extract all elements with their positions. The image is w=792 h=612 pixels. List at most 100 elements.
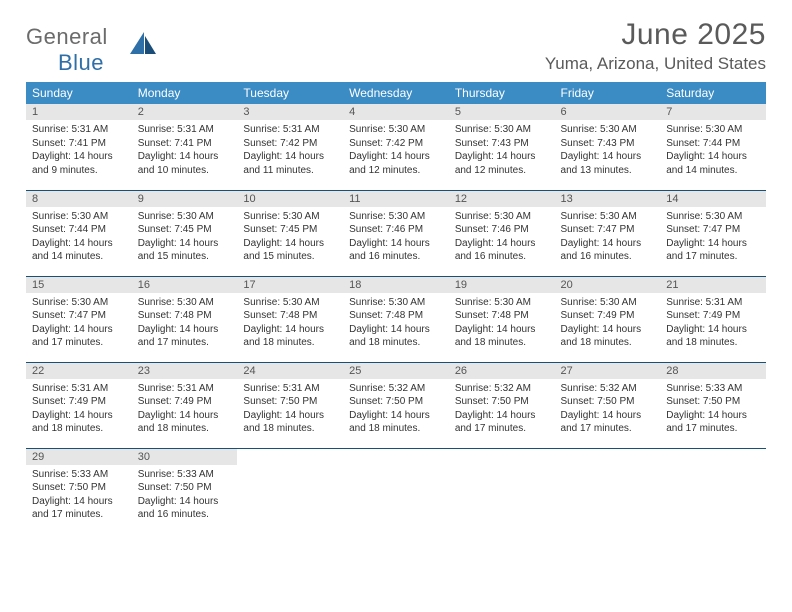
calendar-cell: 26Sunrise: 5:32 AMSunset: 7:50 PMDayligh… bbox=[449, 362, 555, 448]
day-number: 11 bbox=[343, 191, 449, 207]
sunset-text: Sunset: 7:48 PM bbox=[349, 309, 443, 323]
calendar-row: 22Sunrise: 5:31 AMSunset: 7:49 PMDayligh… bbox=[26, 362, 766, 448]
calendar-cell: 15Sunrise: 5:30 AMSunset: 7:47 PMDayligh… bbox=[26, 276, 132, 362]
day-number: 30 bbox=[132, 449, 238, 465]
calendar-cell: 27Sunrise: 5:32 AMSunset: 7:50 PMDayligh… bbox=[555, 362, 661, 448]
day-detail: Sunrise: 5:30 AMSunset: 7:47 PMDaylight:… bbox=[555, 207, 661, 266]
day-number: 5 bbox=[449, 104, 555, 120]
sunrise-text: Sunrise: 5:30 AM bbox=[561, 123, 655, 137]
calendar-cell: 21Sunrise: 5:31 AMSunset: 7:49 PMDayligh… bbox=[660, 276, 766, 362]
day-detail: Sunrise: 5:30 AMSunset: 7:45 PMDaylight:… bbox=[237, 207, 343, 266]
calendar-cell: 30Sunrise: 5:33 AMSunset: 7:50 PMDayligh… bbox=[132, 448, 238, 534]
day-number: 2 bbox=[132, 104, 238, 120]
daylight-text: Daylight: 14 hours bbox=[349, 150, 443, 164]
sunset-text: Sunset: 7:48 PM bbox=[138, 309, 232, 323]
calendar-cell: 25Sunrise: 5:32 AMSunset: 7:50 PMDayligh… bbox=[343, 362, 449, 448]
sunrise-text: Sunrise: 5:31 AM bbox=[138, 123, 232, 137]
daylight-text: Daylight: 14 hours bbox=[561, 323, 655, 337]
sunrise-text: Sunrise: 5:30 AM bbox=[138, 296, 232, 310]
location: Yuma, Arizona, United States bbox=[545, 54, 766, 74]
sunrise-text: Sunrise: 5:31 AM bbox=[243, 123, 337, 137]
daylight-text: Daylight: 14 hours bbox=[138, 409, 232, 423]
day-number: 7 bbox=[660, 104, 766, 120]
sunset-text: Sunset: 7:44 PM bbox=[666, 137, 760, 151]
daylight-text-2: and 18 minutes. bbox=[561, 336, 655, 350]
sunset-text: Sunset: 7:42 PM bbox=[349, 137, 443, 151]
day-number: 17 bbox=[237, 277, 343, 293]
sunrise-text: Sunrise: 5:30 AM bbox=[455, 210, 549, 224]
logo-text-gray: General bbox=[26, 24, 108, 49]
calendar-cell: 6Sunrise: 5:30 AMSunset: 7:43 PMDaylight… bbox=[555, 104, 661, 190]
calendar-cell: 29Sunrise: 5:33 AMSunset: 7:50 PMDayligh… bbox=[26, 448, 132, 534]
daylight-text-2: and 18 minutes. bbox=[32, 422, 126, 436]
sunrise-text: Sunrise: 5:31 AM bbox=[32, 123, 126, 137]
sunrise-text: Sunrise: 5:30 AM bbox=[349, 123, 443, 137]
calendar-cell: 9Sunrise: 5:30 AMSunset: 7:45 PMDaylight… bbox=[132, 190, 238, 276]
weekday-header-row: Sunday Monday Tuesday Wednesday Thursday… bbox=[26, 82, 766, 104]
daylight-text: Daylight: 14 hours bbox=[243, 150, 337, 164]
day-number: 19 bbox=[449, 277, 555, 293]
day-detail: Sunrise: 5:33 AMSunset: 7:50 PMDaylight:… bbox=[660, 379, 766, 438]
sunset-text: Sunset: 7:43 PM bbox=[561, 137, 655, 151]
daylight-text: Daylight: 14 hours bbox=[243, 237, 337, 251]
sunset-text: Sunset: 7:45 PM bbox=[138, 223, 232, 237]
daylight-text-2: and 11 minutes. bbox=[243, 164, 337, 178]
daylight-text: Daylight: 14 hours bbox=[32, 150, 126, 164]
daylight-text-2: and 17 minutes. bbox=[32, 336, 126, 350]
sunset-text: Sunset: 7:50 PM bbox=[455, 395, 549, 409]
daylight-text: Daylight: 14 hours bbox=[455, 150, 549, 164]
sunset-text: Sunset: 7:48 PM bbox=[455, 309, 549, 323]
sunrise-text: Sunrise: 5:30 AM bbox=[243, 296, 337, 310]
sunset-text: Sunset: 7:49 PM bbox=[666, 309, 760, 323]
daylight-text: Daylight: 14 hours bbox=[138, 495, 232, 509]
calendar-cell: 11Sunrise: 5:30 AMSunset: 7:46 PMDayligh… bbox=[343, 190, 449, 276]
daylight-text: Daylight: 14 hours bbox=[32, 495, 126, 509]
daylight-text-2: and 16 minutes. bbox=[138, 508, 232, 522]
daylight-text-2: and 17 minutes. bbox=[666, 422, 760, 436]
sunrise-text: Sunrise: 5:30 AM bbox=[32, 296, 126, 310]
day-number: 3 bbox=[237, 104, 343, 120]
weekday-header: Tuesday bbox=[237, 82, 343, 104]
daylight-text-2: and 14 minutes. bbox=[32, 250, 126, 264]
sunset-text: Sunset: 7:50 PM bbox=[138, 481, 232, 495]
weekday-header: Monday bbox=[132, 82, 238, 104]
daylight-text-2: and 18 minutes. bbox=[243, 422, 337, 436]
sunrise-text: Sunrise: 5:30 AM bbox=[349, 296, 443, 310]
sunrise-text: Sunrise: 5:30 AM bbox=[349, 210, 443, 224]
day-detail: Sunrise: 5:30 AMSunset: 7:45 PMDaylight:… bbox=[132, 207, 238, 266]
weekday-header: Friday bbox=[555, 82, 661, 104]
calendar-cell: 17Sunrise: 5:30 AMSunset: 7:48 PMDayligh… bbox=[237, 276, 343, 362]
logo-text-blue: Blue bbox=[58, 50, 104, 75]
daylight-text-2: and 12 minutes. bbox=[455, 164, 549, 178]
sunset-text: Sunset: 7:46 PM bbox=[455, 223, 549, 237]
calendar-cell: 8Sunrise: 5:30 AMSunset: 7:44 PMDaylight… bbox=[26, 190, 132, 276]
daylight-text: Daylight: 14 hours bbox=[243, 409, 337, 423]
daylight-text: Daylight: 14 hours bbox=[561, 237, 655, 251]
calendar-cell: 12Sunrise: 5:30 AMSunset: 7:46 PMDayligh… bbox=[449, 190, 555, 276]
daylight-text: Daylight: 14 hours bbox=[349, 409, 443, 423]
daylight-text-2: and 14 minutes. bbox=[666, 164, 760, 178]
sunset-text: Sunset: 7:46 PM bbox=[349, 223, 443, 237]
sunset-text: Sunset: 7:50 PM bbox=[349, 395, 443, 409]
daylight-text-2: and 17 minutes. bbox=[455, 422, 549, 436]
day-number: 10 bbox=[237, 191, 343, 207]
day-number: 21 bbox=[660, 277, 766, 293]
sunset-text: Sunset: 7:48 PM bbox=[243, 309, 337, 323]
daylight-text-2: and 12 minutes. bbox=[349, 164, 443, 178]
sunrise-text: Sunrise: 5:33 AM bbox=[32, 468, 126, 482]
day-detail: Sunrise: 5:30 AMSunset: 7:44 PMDaylight:… bbox=[660, 120, 766, 179]
day-number: 8 bbox=[26, 191, 132, 207]
sunset-text: Sunset: 7:43 PM bbox=[455, 137, 549, 151]
calendar-row: 29Sunrise: 5:33 AMSunset: 7:50 PMDayligh… bbox=[26, 448, 766, 534]
day-detail: Sunrise: 5:30 AMSunset: 7:49 PMDaylight:… bbox=[555, 293, 661, 352]
daylight-text-2: and 9 minutes. bbox=[32, 164, 126, 178]
logo-text: General Blue bbox=[26, 24, 126, 76]
sunrise-text: Sunrise: 5:30 AM bbox=[455, 123, 549, 137]
logo-sail-icon bbox=[130, 32, 156, 59]
sunset-text: Sunset: 7:44 PM bbox=[32, 223, 126, 237]
sunrise-text: Sunrise: 5:30 AM bbox=[666, 210, 760, 224]
sunrise-text: Sunrise: 5:31 AM bbox=[666, 296, 760, 310]
day-number: 18 bbox=[343, 277, 449, 293]
sunset-text: Sunset: 7:41 PM bbox=[138, 137, 232, 151]
sunset-text: Sunset: 7:47 PM bbox=[32, 309, 126, 323]
